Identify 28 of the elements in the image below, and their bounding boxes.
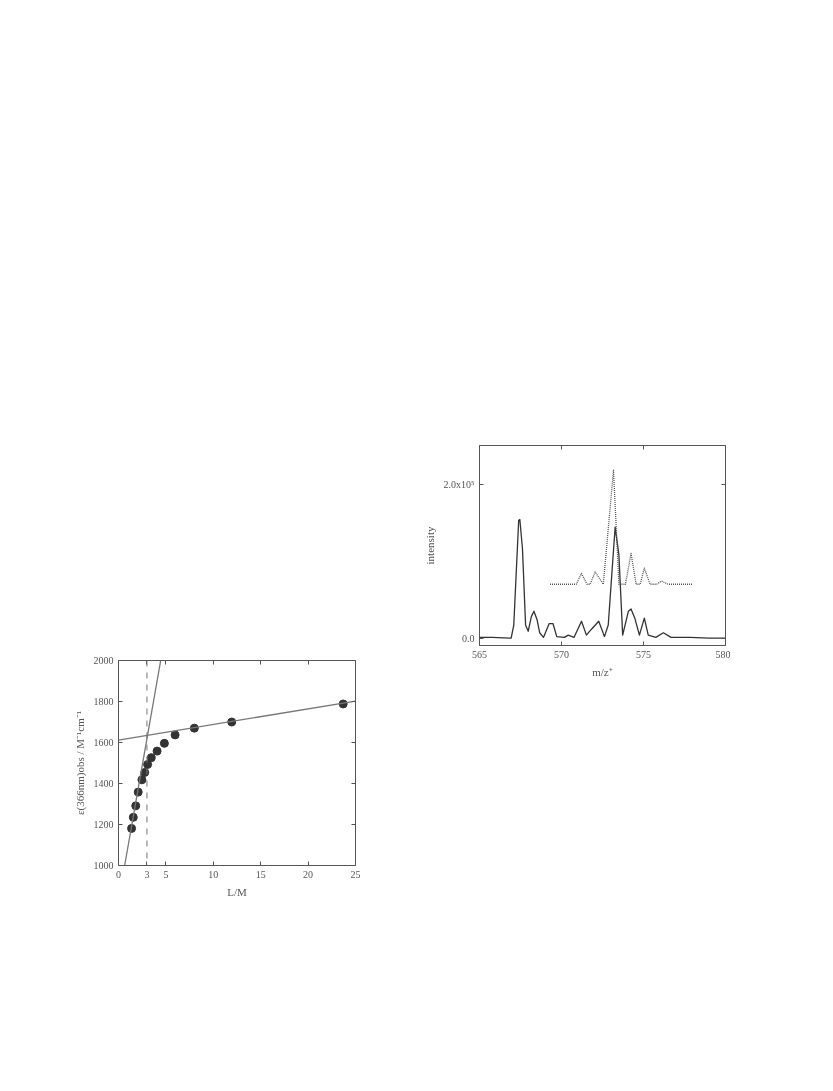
y-axis-title: ε(366nm)obs / M⁻¹cm⁻¹	[73, 710, 87, 816]
point	[152, 746, 162, 756]
x-tick-label: 570	[554, 648, 569, 660]
y-tick-label: 1600	[93, 737, 114, 748]
y-axis-title: intensity	[423, 526, 436, 565]
point	[146, 753, 156, 763]
x-tick-label: 580	[715, 648, 731, 660]
x-tick-label: 0	[116, 868, 121, 880]
y-tick-label: 2.0x10⁵	[443, 478, 475, 490]
point	[159, 738, 169, 748]
y-tick-label: 1000	[93, 860, 114, 871]
y-tick-label: 2000	[93, 655, 114, 666]
x-tick-label: 20	[303, 868, 314, 880]
y-tick-label: 1400	[93, 778, 114, 789]
x-tick-label: 10	[208, 868, 219, 880]
x-tick-label: 15	[255, 868, 266, 880]
x-tick-label: 5	[163, 868, 169, 880]
y-tick-label: 1800	[93, 696, 114, 707]
x-tick-label: 565	[472, 648, 487, 660]
x-tick-label: 575	[636, 648, 651, 660]
y-tick-label: 0.0	[462, 632, 475, 644]
x-tick-label: 25	[350, 868, 361, 880]
y-tick-label: 1200	[93, 819, 114, 830]
x-axis-title: L/M	[227, 885, 247, 898]
point	[170, 730, 180, 740]
line-series	[549, 469, 694, 585]
x-axis-title: m/z⁺	[592, 665, 613, 678]
x-tick-label: 3	[144, 868, 150, 880]
